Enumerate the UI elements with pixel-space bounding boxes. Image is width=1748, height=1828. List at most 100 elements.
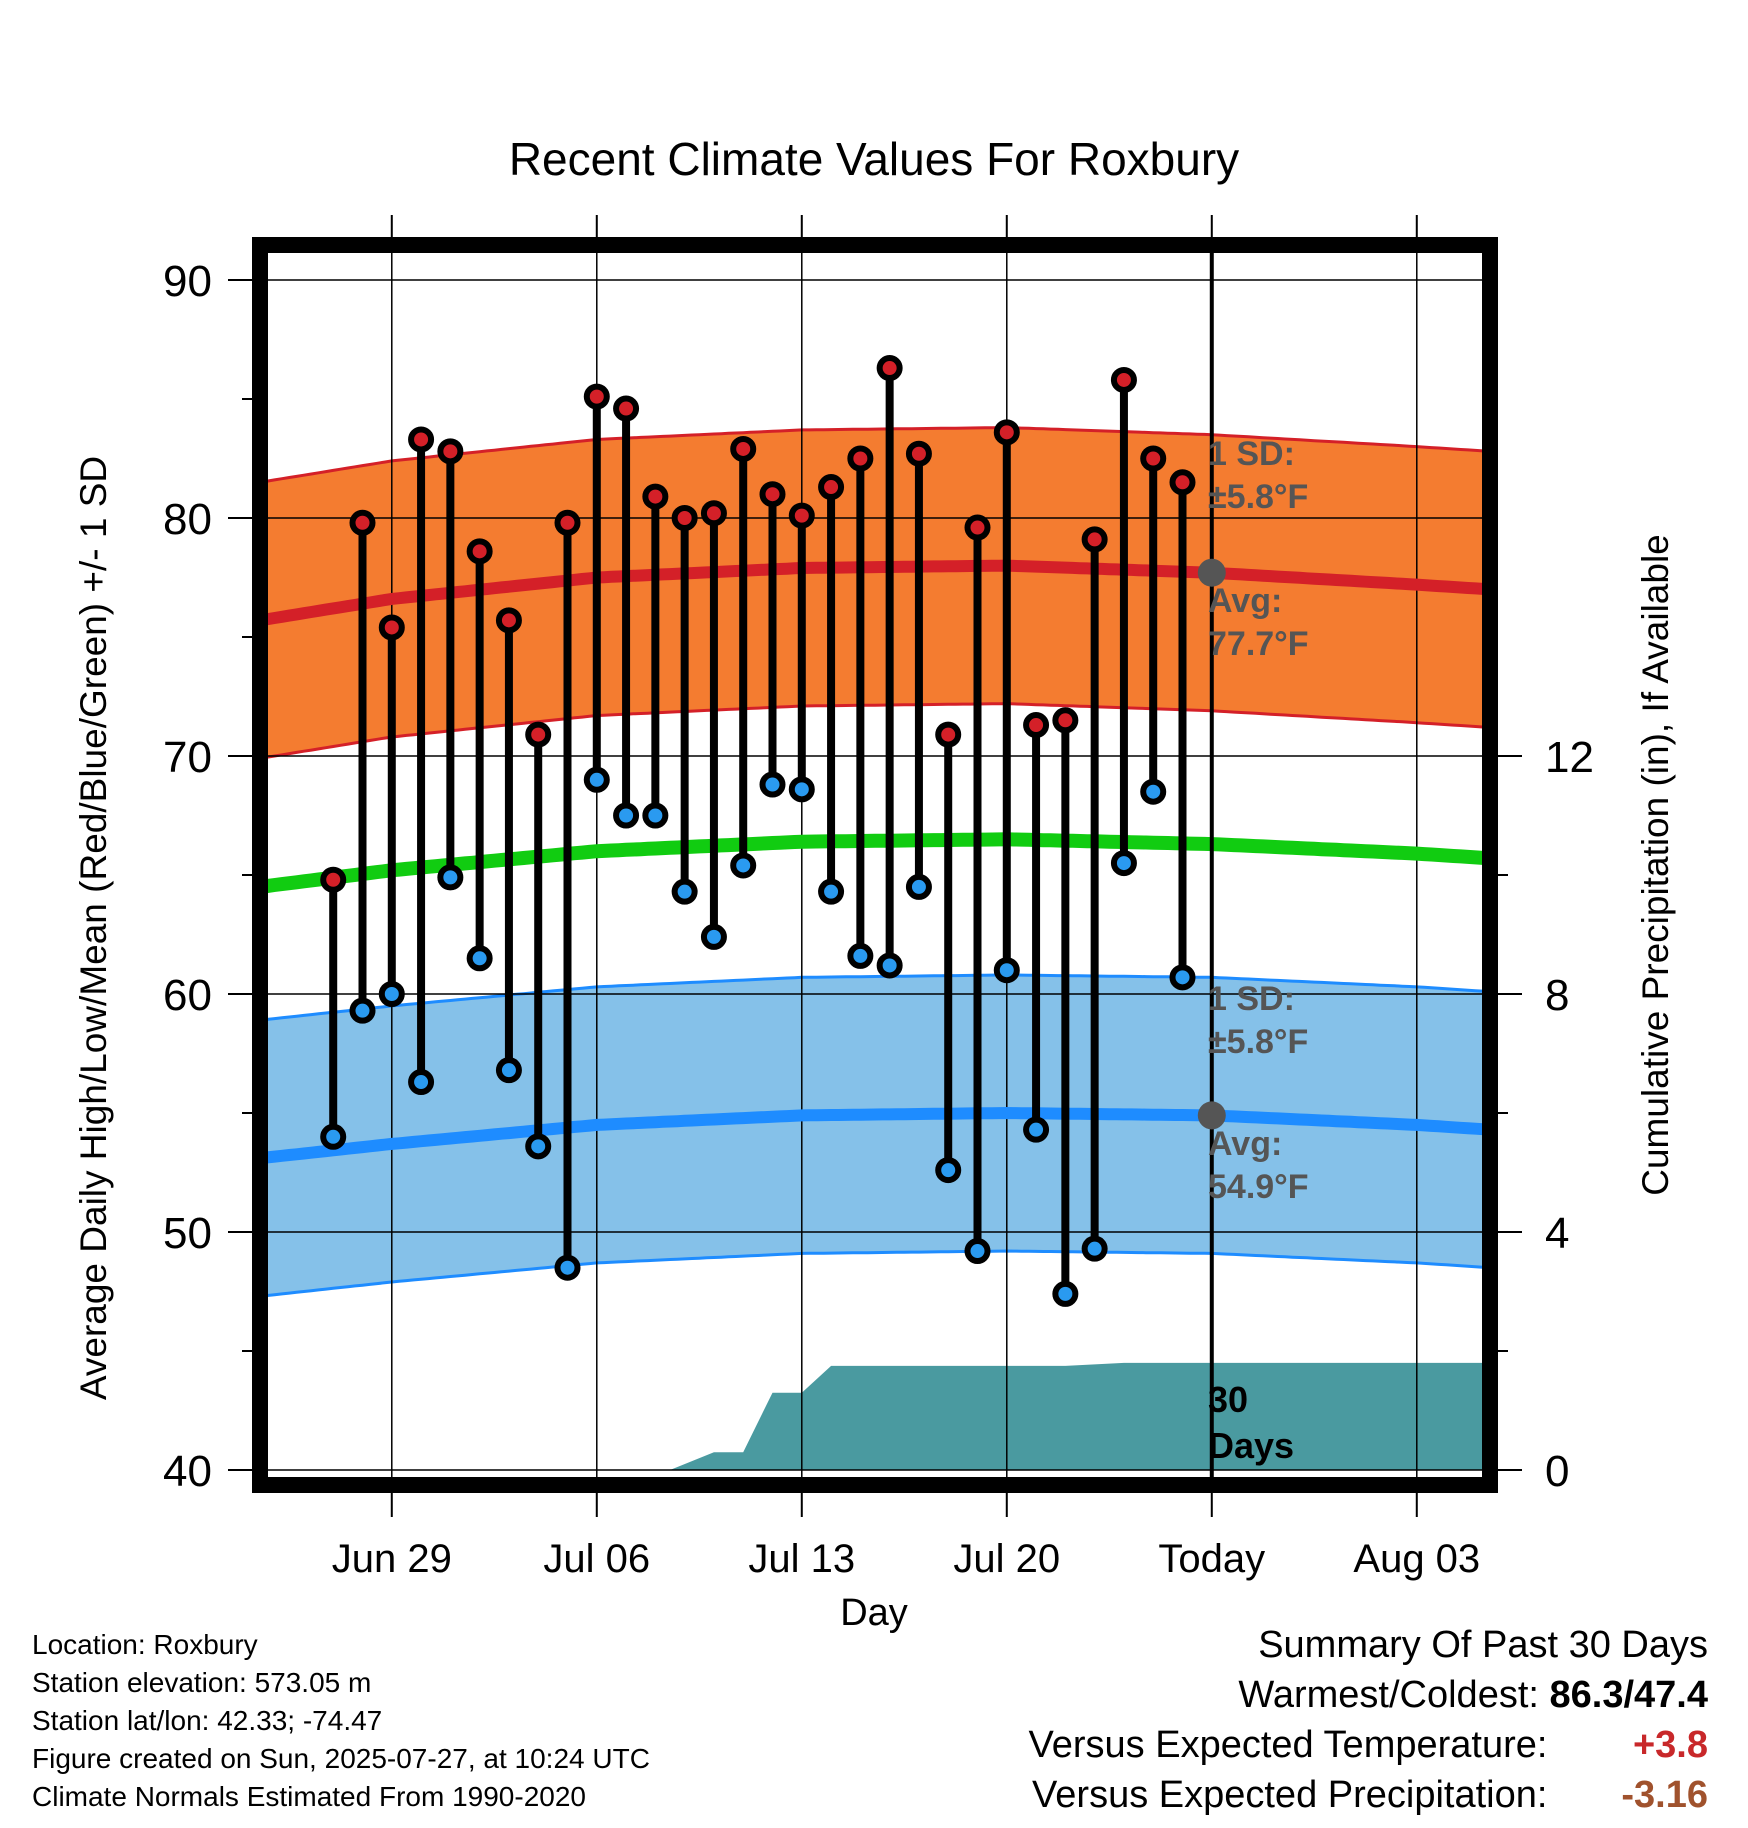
high-temp-point xyxy=(964,514,991,541)
high-temp-point xyxy=(876,355,903,382)
y2-tick-label: 4 xyxy=(1545,1209,1569,1258)
low-temp-point xyxy=(847,942,874,969)
summary-title: Summary Of Past 30 Days xyxy=(1258,1624,1708,1666)
high-temp-point xyxy=(466,538,493,565)
low-temp-point xyxy=(818,878,845,905)
low-lower-edge xyxy=(259,1249,1491,1298)
y2-tick-label: 12 xyxy=(1545,733,1594,782)
low-temp-point xyxy=(876,952,903,979)
high-temp-point xyxy=(935,721,962,748)
low-temp-point xyxy=(613,802,640,829)
high-temp-point xyxy=(847,445,874,472)
low-upper-edge xyxy=(259,973,1491,1022)
normals-text: Climate Normals Estimated From 1990-2020 xyxy=(32,1781,586,1812)
x-tick-label: Jul 13 xyxy=(748,1537,855,1581)
high-temp-point xyxy=(905,440,932,467)
high-temp-point xyxy=(759,481,786,508)
x-tick-label: Today xyxy=(1158,1537,1265,1581)
low-temp-point xyxy=(700,923,727,950)
high-temp-point xyxy=(1052,707,1079,734)
y-axis-label: Average Daily High/Low/Mean (Red/Blue/Gr… xyxy=(73,456,114,1400)
high-temp-point xyxy=(495,607,522,634)
low-temp-point xyxy=(964,1238,991,1265)
high-temp-point xyxy=(349,509,376,536)
high-temp-point xyxy=(642,483,669,510)
low-temp-point xyxy=(554,1254,581,1281)
y-tick-label: 40 xyxy=(163,1447,212,1496)
low-temp-point xyxy=(905,873,932,900)
high-temp-point xyxy=(1081,526,1108,553)
high-temp-point xyxy=(613,395,640,422)
low-avg-label: Avg: xyxy=(1208,1125,1282,1163)
low-temp-point xyxy=(1023,1116,1050,1143)
plot-area: 1 SD: ±5.8°F Avg: 77.7°F 1 SD: ±5.8°F Avg: 54.9… xyxy=(163,215,1594,1581)
high-temp-point xyxy=(437,438,464,465)
plot-frame xyxy=(252,237,1498,1493)
low-temp-point xyxy=(437,864,464,891)
precip-departure-value: -3.16 xyxy=(1621,1774,1708,1816)
today-low-normal-marker xyxy=(1197,1101,1226,1130)
high-temp-point xyxy=(1110,366,1137,393)
low-temp-point xyxy=(525,1133,552,1160)
low-temp-point xyxy=(993,957,1020,984)
high-temp-point xyxy=(1023,712,1050,739)
warmest-coldest-label: Warmest/Coldest: xyxy=(1238,1674,1539,1716)
high-temp-point xyxy=(554,509,581,536)
low-temp-point xyxy=(495,1057,522,1084)
temp-departure-value: +3.8 xyxy=(1632,1724,1708,1766)
y2-axis-label: Cumulative Precipitation (in), If Availa… xyxy=(1635,534,1676,1196)
high-temp-point xyxy=(525,721,552,748)
high-upper-edge xyxy=(259,426,1491,484)
y-tick-label: 50 xyxy=(163,1209,212,1258)
high-temp-point xyxy=(583,383,610,410)
precip-area xyxy=(260,1362,1490,1470)
days-label-text: Days xyxy=(1208,1425,1294,1466)
low-temp-point xyxy=(1110,850,1137,877)
today-high-normal-marker xyxy=(1197,558,1226,587)
y-tick-label: 80 xyxy=(163,495,212,544)
y2-tick-label: 0 xyxy=(1545,1447,1569,1496)
y-tick-label: 90 xyxy=(163,257,212,306)
low-normal-line xyxy=(259,1106,1491,1165)
created-text: Figure created on Sun, 2025-07-27, at 10… xyxy=(32,1743,650,1774)
low-temp-point xyxy=(466,945,493,972)
high-temp-point xyxy=(671,505,698,531)
high-sd-value: ±5.8°F xyxy=(1208,478,1308,516)
low-sd-value: ±5.8°F xyxy=(1208,1023,1308,1061)
mean-normal-line xyxy=(259,832,1491,894)
x-tick-label: Jul 06 xyxy=(543,1537,650,1581)
low-temp-point xyxy=(1140,778,1167,805)
x-tick-label: Aug 03 xyxy=(1353,1537,1480,1581)
high-lower-edge xyxy=(259,702,1491,760)
low-sd-label: 1 SD: xyxy=(1208,980,1295,1018)
low-temp-point xyxy=(730,852,757,879)
days-label-number: 30 xyxy=(1208,1379,1248,1420)
x-tick-label: Jul 20 xyxy=(953,1537,1060,1581)
low-temp-point xyxy=(1169,964,1196,991)
low-temp-point xyxy=(1052,1280,1079,1307)
temp-departure-label: Versus Expected Temperature: xyxy=(1028,1724,1548,1766)
y-tick-label: 60 xyxy=(163,971,212,1020)
summary-panel: Summary Of Past 30 Days Warmest/Coldest:… xyxy=(1029,1620,1708,1820)
low-temp-point xyxy=(349,997,376,1024)
y2-tick-label: 8 xyxy=(1545,971,1569,1020)
location-text: Location: Roxbury xyxy=(32,1629,258,1660)
high-temp-point xyxy=(408,426,435,453)
high-temp-point xyxy=(378,614,405,641)
low-temp-point xyxy=(759,771,786,798)
low-temp-point xyxy=(583,766,610,793)
low-temp-point xyxy=(935,1157,962,1184)
high-avg-label: Avg: xyxy=(1208,582,1282,620)
station-metadata: Location: Roxbury Station elevation: 573… xyxy=(32,1626,650,1816)
high-temp-point xyxy=(730,435,757,462)
x-tick-label: Jun 29 xyxy=(332,1537,452,1581)
high-normal-line xyxy=(259,559,1491,627)
high-sd-label: 1 SD: xyxy=(1208,435,1295,473)
low-temp-point xyxy=(408,1069,435,1096)
high-temp-point xyxy=(818,474,845,501)
low-temp-point xyxy=(378,981,405,1007)
low-temp-point xyxy=(1081,1235,1108,1262)
high-temp-point xyxy=(1140,445,1167,472)
chart-title: Recent Climate Values For Roxbury xyxy=(509,133,1239,185)
